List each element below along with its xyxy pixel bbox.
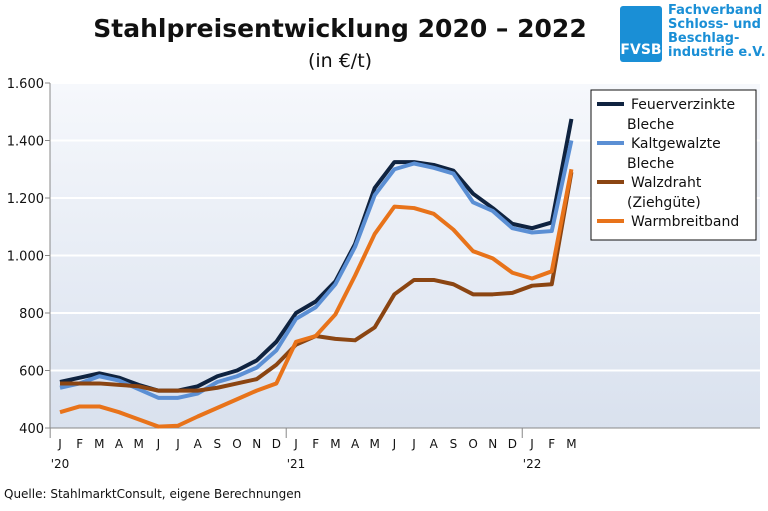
x-tick-label: F bbox=[76, 437, 83, 451]
year-label: '22 bbox=[523, 457, 542, 471]
source-note: Quelle: StahlmarktConsult, eigene Berech… bbox=[4, 487, 302, 501]
x-tick-label: J bbox=[156, 437, 161, 451]
legend-box bbox=[590, 89, 757, 241]
legend-label: Warmbreitband bbox=[631, 214, 739, 230]
x-tick-label: J bbox=[529, 437, 534, 451]
x-tick-label: D bbox=[272, 437, 281, 451]
x-tick-label: M bbox=[94, 437, 104, 451]
x-tick-label: J bbox=[57, 437, 62, 451]
x-tick-label: S bbox=[214, 437, 222, 451]
fvsb-logo: FVSB Fachverband Schloss- und Beschlag- … bbox=[620, 4, 768, 66]
legend-label: (Ziehgüte) bbox=[627, 195, 701, 211]
x-tick-label: A bbox=[351, 437, 360, 451]
x-tick-label: N bbox=[488, 437, 497, 451]
year-label: '21 bbox=[287, 457, 306, 471]
x-tick-label: N bbox=[252, 437, 261, 451]
x-tick-label: S bbox=[450, 437, 458, 451]
x-tick-label: M bbox=[370, 437, 380, 451]
y-tick-label: 1.400 bbox=[7, 135, 44, 150]
series-line bbox=[59, 168, 574, 429]
x-tick-label: A bbox=[430, 437, 439, 451]
x-tick-label: F bbox=[548, 437, 555, 451]
chart-subtitle: (in €/t) bbox=[307, 50, 373, 72]
x-tick-label: F bbox=[312, 437, 319, 451]
series-line bbox=[59, 140, 574, 400]
x-tick-label: J bbox=[175, 437, 180, 451]
legend-label: Feuerverzinkte bbox=[631, 97, 735, 113]
legend-label: Bleche bbox=[627, 156, 674, 172]
x-tick-label: J bbox=[293, 437, 298, 451]
year-label: '20 bbox=[51, 457, 70, 471]
x-tick-label: M bbox=[134, 437, 144, 451]
chart-title: Stahlpreisentwicklung 2020 – 2022 bbox=[93, 14, 587, 43]
x-tick-label: M bbox=[330, 437, 340, 451]
y-tick-label: 800 bbox=[19, 307, 44, 322]
x-tick-label: J bbox=[392, 437, 397, 451]
logo-text: Fachverband Schloss- und Beschlag- indus… bbox=[668, 3, 766, 60]
y-tick-label: 1.000 bbox=[7, 250, 44, 265]
y-tick-label: 1.200 bbox=[7, 192, 44, 207]
y-tick-label: 400 bbox=[19, 422, 44, 437]
x-tick-label: A bbox=[115, 437, 124, 451]
legend: Feuerverzinkte Bleche Kaltgewalzte Bleche Wa… bbox=[590, 89, 757, 241]
y-tick-label: 1.600 bbox=[7, 77, 44, 92]
legend-label: Kaltgewalzte bbox=[631, 136, 721, 152]
x-tick-label: D bbox=[508, 437, 517, 451]
x-tick-label: A bbox=[194, 437, 203, 451]
x-tick-label: M bbox=[566, 437, 576, 451]
legend-label: Bleche bbox=[627, 117, 674, 133]
x-tick-label: O bbox=[468, 437, 477, 451]
legend-label: Walzdraht bbox=[631, 175, 702, 191]
y-tick-label: 600 bbox=[19, 365, 44, 380]
x-tick-label: O bbox=[232, 437, 241, 451]
x-tick-label: J bbox=[411, 437, 416, 451]
logo-mark: FVSB bbox=[620, 6, 662, 62]
